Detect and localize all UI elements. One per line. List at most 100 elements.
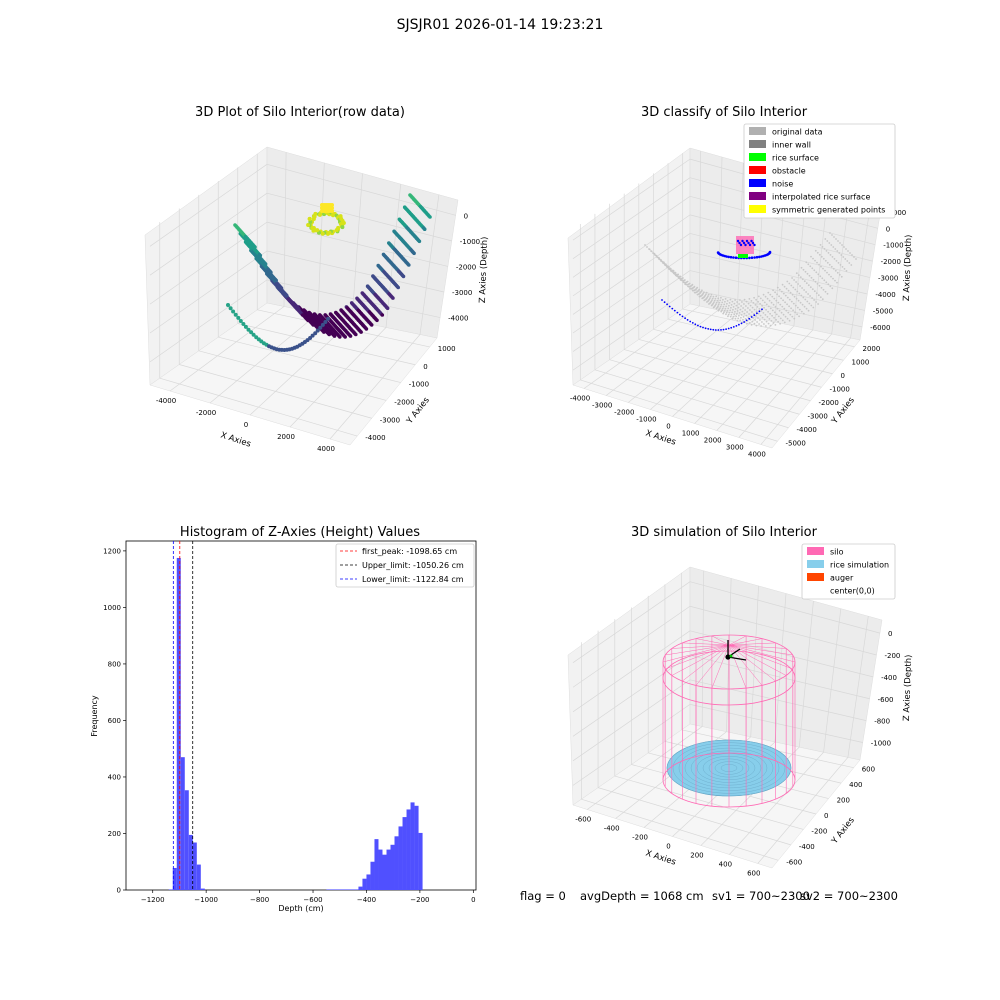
chart2-point (821, 246, 824, 248)
chart2-point (774, 291, 776, 294)
chart4-ztick: -1000 (871, 740, 891, 748)
chart2-point (686, 319, 689, 321)
chart1-point (341, 221, 346, 225)
chart1-point (233, 312, 238, 317)
chart2-legend-label: rice surface (772, 154, 819, 163)
chart2-point (728, 311, 731, 314)
chart2-point (783, 321, 786, 324)
chart2-point (696, 293, 699, 296)
chart2-point (812, 278, 815, 281)
chart2-point (811, 288, 814, 291)
chart2-point (855, 258, 857, 260)
chart4-legend-label: auger (830, 574, 854, 583)
chart2-point (802, 312, 805, 315)
chart2-point (830, 275, 832, 278)
chart2-point (839, 242, 841, 244)
chart2-point (815, 271, 818, 274)
chart3-bar (180, 757, 185, 890)
chart2-point (656, 256, 658, 258)
chart2-point (725, 305, 728, 308)
chart2-point (737, 306, 740, 309)
chart1-point (407, 263, 411, 267)
chart1-xtick: 4000 (317, 445, 335, 453)
chart2-point (738, 323, 740, 326)
chart2-point (798, 292, 801, 295)
chart2-point (796, 313, 798, 316)
chart3-xtick: 0 (471, 896, 475, 904)
chart2-point (728, 302, 731, 304)
chart2-point (715, 307, 718, 310)
chart3-xtick: −200 (410, 896, 429, 904)
chart2-point (758, 255, 761, 259)
chart2-point (691, 289, 694, 292)
chart2-point (787, 311, 790, 314)
chart2-point (749, 309, 751, 311)
chart1-point (428, 215, 432, 219)
chart2-ytick: 0 (841, 372, 845, 380)
chart2-point (836, 250, 839, 252)
chart2-point (846, 260, 849, 262)
chart3-bar (176, 557, 181, 890)
chart1-point (263, 262, 268, 266)
chart2-point (725, 313, 727, 316)
chart2-point (831, 256, 834, 258)
chart2-point (743, 321, 745, 323)
chart2-point (759, 319, 761, 321)
chart2-point (797, 274, 800, 277)
chart2-point (730, 306, 732, 309)
chart2-point (818, 284, 821, 287)
chart2-point (811, 267, 814, 270)
chart2-point (814, 280, 817, 283)
chart2-point (829, 232, 831, 234)
chart2-point (823, 248, 826, 250)
chart1-point (422, 227, 427, 231)
chart2-point (793, 317, 796, 320)
chart2-point (732, 326, 735, 328)
chart2-point (755, 310, 758, 313)
chart2-point (825, 250, 828, 252)
chart2-point (785, 309, 788, 312)
chart2-point (739, 319, 742, 322)
chart3-bar (326, 889, 359, 890)
chart1-point (310, 226, 315, 231)
chart2-point (785, 287, 788, 290)
chart2-point (691, 322, 694, 324)
chart3-bar (184, 790, 189, 890)
chart2-point (747, 302, 750, 305)
chart2-point (727, 327, 730, 330)
chart2-point (769, 324, 772, 327)
chart2-point (761, 304, 763, 307)
chart2-point (826, 292, 829, 295)
chart2-point (805, 291, 807, 293)
chart2-point (718, 301, 721, 304)
chart2-point (738, 241, 741, 245)
chart4-xtick: -200 (632, 834, 648, 842)
chart2-point (736, 310, 739, 312)
chart4-ytick: 200 (837, 797, 850, 805)
chart1-ztick: 0 (464, 212, 468, 220)
chart2-legend-label: symmetric generated points (772, 206, 885, 215)
chart2-point (734, 299, 736, 301)
chart2-legend-swatch (749, 127, 766, 135)
chart1-point (330, 209, 334, 213)
chart2-point (716, 299, 719, 302)
chart2-point (715, 295, 718, 298)
chart4-legend-label: center(0,0) (830, 587, 875, 596)
chart2-point (707, 293, 710, 296)
chart2-point (771, 309, 774, 312)
chart2-point (670, 270, 672, 272)
chart1-ytick: -2000 (394, 398, 414, 406)
chart2-point (772, 289, 774, 292)
chart2-point (777, 320, 779, 323)
chart4-legend-swatch (807, 573, 824, 581)
chart2-point (679, 278, 682, 281)
chart2-point (724, 307, 727, 310)
chart1-point (236, 315, 241, 320)
chart2-point (773, 297, 776, 300)
chart2-ztick: 1000 (888, 209, 906, 217)
chart2-point (699, 325, 702, 328)
chart2-point (781, 305, 784, 308)
chart2-point (814, 259, 816, 262)
chart2-point (694, 323, 697, 326)
chart2-point (832, 277, 834, 280)
